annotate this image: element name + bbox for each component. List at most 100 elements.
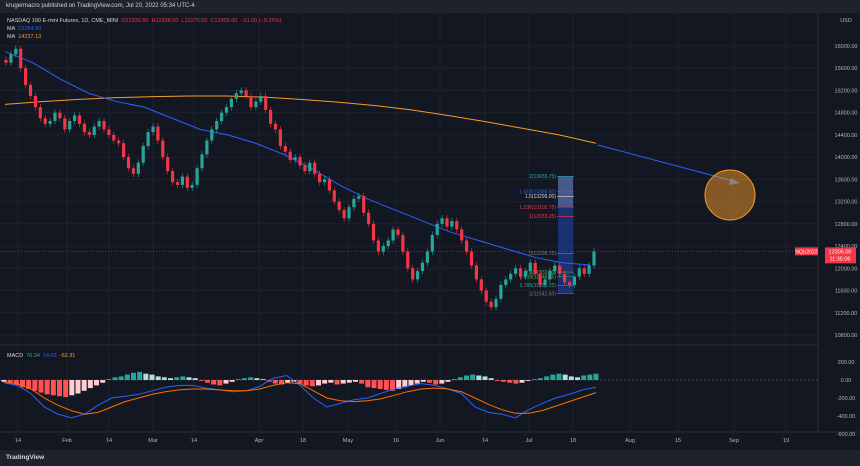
macd-tick-label: 0.00 <box>841 378 852 384</box>
candle <box>92 126 96 135</box>
candle <box>215 121 219 130</box>
macd-histogram-bar <box>161 377 167 380</box>
macd-histogram-bar <box>186 377 192 380</box>
candle <box>77 115 82 124</box>
candle <box>14 48 18 55</box>
time-tick-label: Sep <box>729 438 739 444</box>
candle <box>548 271 552 280</box>
candle <box>239 90 243 94</box>
macd-histogram-bar <box>340 380 346 384</box>
macd-histogram-bar <box>470 374 476 380</box>
candle <box>494 298 498 308</box>
candle <box>371 223 376 241</box>
ma2-label: MA <box>7 34 16 40</box>
candle <box>283 146 287 152</box>
macd-histogram-bar <box>272 380 278 384</box>
candle <box>499 284 503 299</box>
macd-tick-label: -600.00 <box>837 432 856 438</box>
fib-level-label: 1.618(13380.50) <box>519 189 556 195</box>
time-tick-label: Jun <box>436 438 445 444</box>
macd-histogram-bar <box>229 380 235 382</box>
candle <box>420 262 425 272</box>
time-tick-label: 14 <box>106 438 112 444</box>
price-chart[interactable]: USD16000.0015600.0015200.0014800.0014400… <box>0 13 860 450</box>
macd-histogram-bar <box>100 380 106 383</box>
price-tick-label: 13600.00 <box>835 177 858 183</box>
candle <box>455 221 459 230</box>
macd-histogram-bar <box>248 377 254 380</box>
macd-histogram-bar <box>106 379 112 380</box>
candle <box>342 209 346 219</box>
candle <box>538 273 542 285</box>
candle <box>553 265 557 272</box>
macd-signal-value: -62.31 <box>59 353 76 359</box>
candle <box>33 96 37 108</box>
low-value: L12276.00 <box>181 18 208 24</box>
macd-signal-line <box>3 381 597 415</box>
target-circle <box>704 169 756 221</box>
candle <box>68 121 72 130</box>
candle <box>24 68 28 85</box>
candle <box>87 132 91 135</box>
candle <box>273 123 278 130</box>
macd-histogram-bar <box>359 380 365 384</box>
candle <box>528 262 532 272</box>
candle <box>381 246 385 252</box>
macd-histogram-bar <box>575 377 580 380</box>
candle <box>327 179 331 191</box>
ma2-value: 14237.13 <box>18 34 42 40</box>
symbol-price-tag <box>795 247 818 256</box>
macd-histogram-bar <box>476 375 482 380</box>
macd-histogram-bar <box>482 376 488 380</box>
candle <box>190 184 194 188</box>
candle <box>175 182 180 185</box>
candle <box>229 98 233 108</box>
time-tick-label: Apr <box>255 438 264 444</box>
candle <box>563 273 567 283</box>
symbol-tag-label: NQU2022 <box>795 249 817 255</box>
time-tick-label: 15 <box>675 438 681 444</box>
fib-level-label: 0.786(11695.25) <box>520 283 557 289</box>
macd-histogram-bar <box>420 380 426 382</box>
macd-histogram-bar <box>198 380 204 381</box>
candle <box>533 262 537 274</box>
candle <box>112 134 116 141</box>
macd-histogram-bar <box>254 378 260 380</box>
candle <box>200 154 204 169</box>
candle <box>514 268 518 274</box>
candle <box>122 143 126 158</box>
macd-legend: MACD 76.34 14.03 -62.31 <box>7 353 78 359</box>
macd-histogram-bar <box>124 374 130 380</box>
macd-histogram-bar <box>513 380 519 384</box>
candle <box>9 54 13 63</box>
macd-tick-label: -200.00 <box>837 396 856 402</box>
candle <box>396 229 400 235</box>
macd-histogram-bar <box>223 380 229 384</box>
macd-histogram-bar <box>427 380 432 383</box>
candle <box>308 162 312 172</box>
macd-histogram-bar <box>168 378 173 380</box>
last-price-tag <box>825 247 856 264</box>
macd-histogram-bar <box>260 379 266 380</box>
macd-histogram-bar <box>531 379 537 380</box>
price-tick-label: 12800.00 <box>835 222 858 228</box>
macd-histogram-bar <box>451 379 457 380</box>
time-tick-label: Jul <box>525 438 532 444</box>
candle <box>362 196 366 213</box>
candle <box>460 229 464 241</box>
macd-histogram-bar <box>57 380 62 397</box>
candle <box>367 212 371 224</box>
candle <box>141 146 145 163</box>
price-tick-label: 16000.00 <box>835 44 858 50</box>
candle <box>386 240 390 247</box>
candle <box>185 176 189 188</box>
macd-histogram-bar <box>81 380 87 391</box>
candle <box>376 240 380 252</box>
macd-histogram-bar <box>303 380 309 386</box>
candle <box>489 301 493 308</box>
candle <box>126 157 131 169</box>
candle <box>102 121 106 130</box>
time-tick-label: 14 <box>191 438 197 444</box>
candle <box>303 165 307 172</box>
candle <box>117 140 121 144</box>
